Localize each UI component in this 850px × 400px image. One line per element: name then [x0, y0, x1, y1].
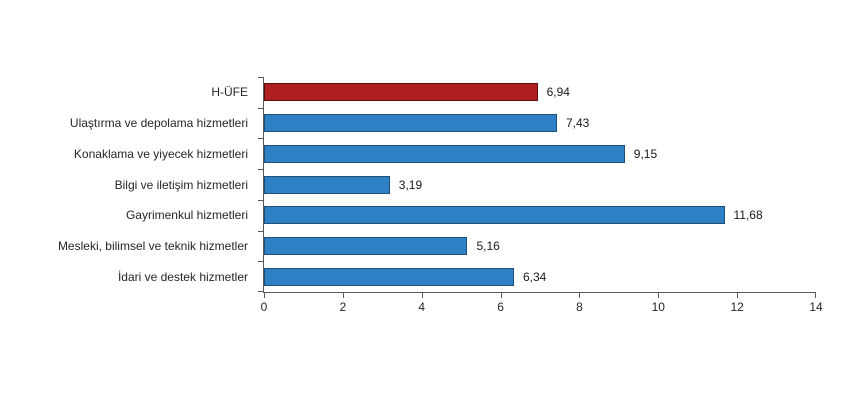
x-axis-tick	[342, 292, 344, 298]
bar-value-label: 11,68	[733, 208, 763, 223]
bar-value-label: 5,16	[476, 238, 500, 253]
plot-area: 6,94 7,43 9,15 3,19 11,68 5,16 6,34 0 2 4 6 8 10 12 14	[258, 77, 823, 314]
category-labels: H-ÜFE Ulaştırma ve depolama hizmetleri Kon…	[0, 77, 256, 292]
x-axis-tick-label: 10	[651, 300, 665, 314]
y-axis-tick	[258, 169, 264, 171]
y-axis-tick	[258, 199, 264, 201]
bar	[264, 144, 625, 163]
x-axis-tick	[421, 292, 423, 298]
bar-row: 5,16	[264, 231, 816, 262]
x-axis-tick-label: 14	[809, 300, 823, 314]
bar-row: 9,15	[264, 138, 816, 169]
bar	[264, 83, 538, 102]
bar	[264, 175, 390, 194]
bar-row: 11,68	[264, 200, 816, 231]
bar-value-label: 3,19	[398, 177, 423, 192]
x-axis-tick	[737, 292, 739, 298]
y-axis-tick	[258, 261, 264, 263]
y-axis-tick	[258, 230, 264, 232]
bar	[264, 206, 725, 225]
x-axis-tick	[579, 292, 581, 298]
category-label: Mesleki, bilimsel ve teknik hizmetler	[57, 238, 248, 253]
category-label: Bilgi ve iletişim hizmetleri	[114, 177, 248, 192]
x-axis-tick-label: 0	[260, 300, 268, 314]
x-axis-tick-label: 12	[730, 300, 744, 314]
x-axis-tick	[500, 292, 502, 298]
category-label: Ulaştırma ve depolama hizmetleri	[69, 116, 248, 131]
x-axis-tick-label: 6	[497, 300, 504, 314]
y-axis-tick	[258, 291, 264, 292]
bar-value-label: 9,15	[633, 146, 658, 161]
bar-row: 3,19	[264, 169, 816, 200]
x-axis-tick	[815, 292, 816, 298]
x-axis-tick-label: 2	[339, 300, 347, 314]
category-label: Gayrimenkul hizmetleri	[125, 208, 248, 223]
y-axis-tick	[258, 107, 264, 109]
x-axis-tick-label: 8	[576, 300, 583, 314]
bar-value-label: 6,34	[522, 269, 547, 284]
bar-row: 7,43	[264, 108, 816, 139]
bar-row: 6,34	[264, 261, 816, 292]
bar	[264, 267, 514, 286]
y-axis-tick	[258, 77, 264, 78]
category-label: Konaklama ve yiyecek hizmetleri	[73, 146, 248, 161]
bar	[264, 114, 557, 133]
x-axis-tick	[658, 292, 660, 298]
category-label: H-ÜFE	[211, 85, 248, 100]
bar	[264, 236, 468, 255]
x-axis-tick	[264, 292, 265, 298]
bar-row: 6,94	[264, 77, 816, 108]
bar-value-label: 6,94	[546, 85, 570, 100]
category-label: İdari ve destek hizmetler	[117, 269, 248, 284]
x-axis-tick-label: 4	[418, 300, 426, 314]
y-axis-tick	[258, 138, 264, 140]
bar-value-label: 7,43	[565, 116, 590, 131]
